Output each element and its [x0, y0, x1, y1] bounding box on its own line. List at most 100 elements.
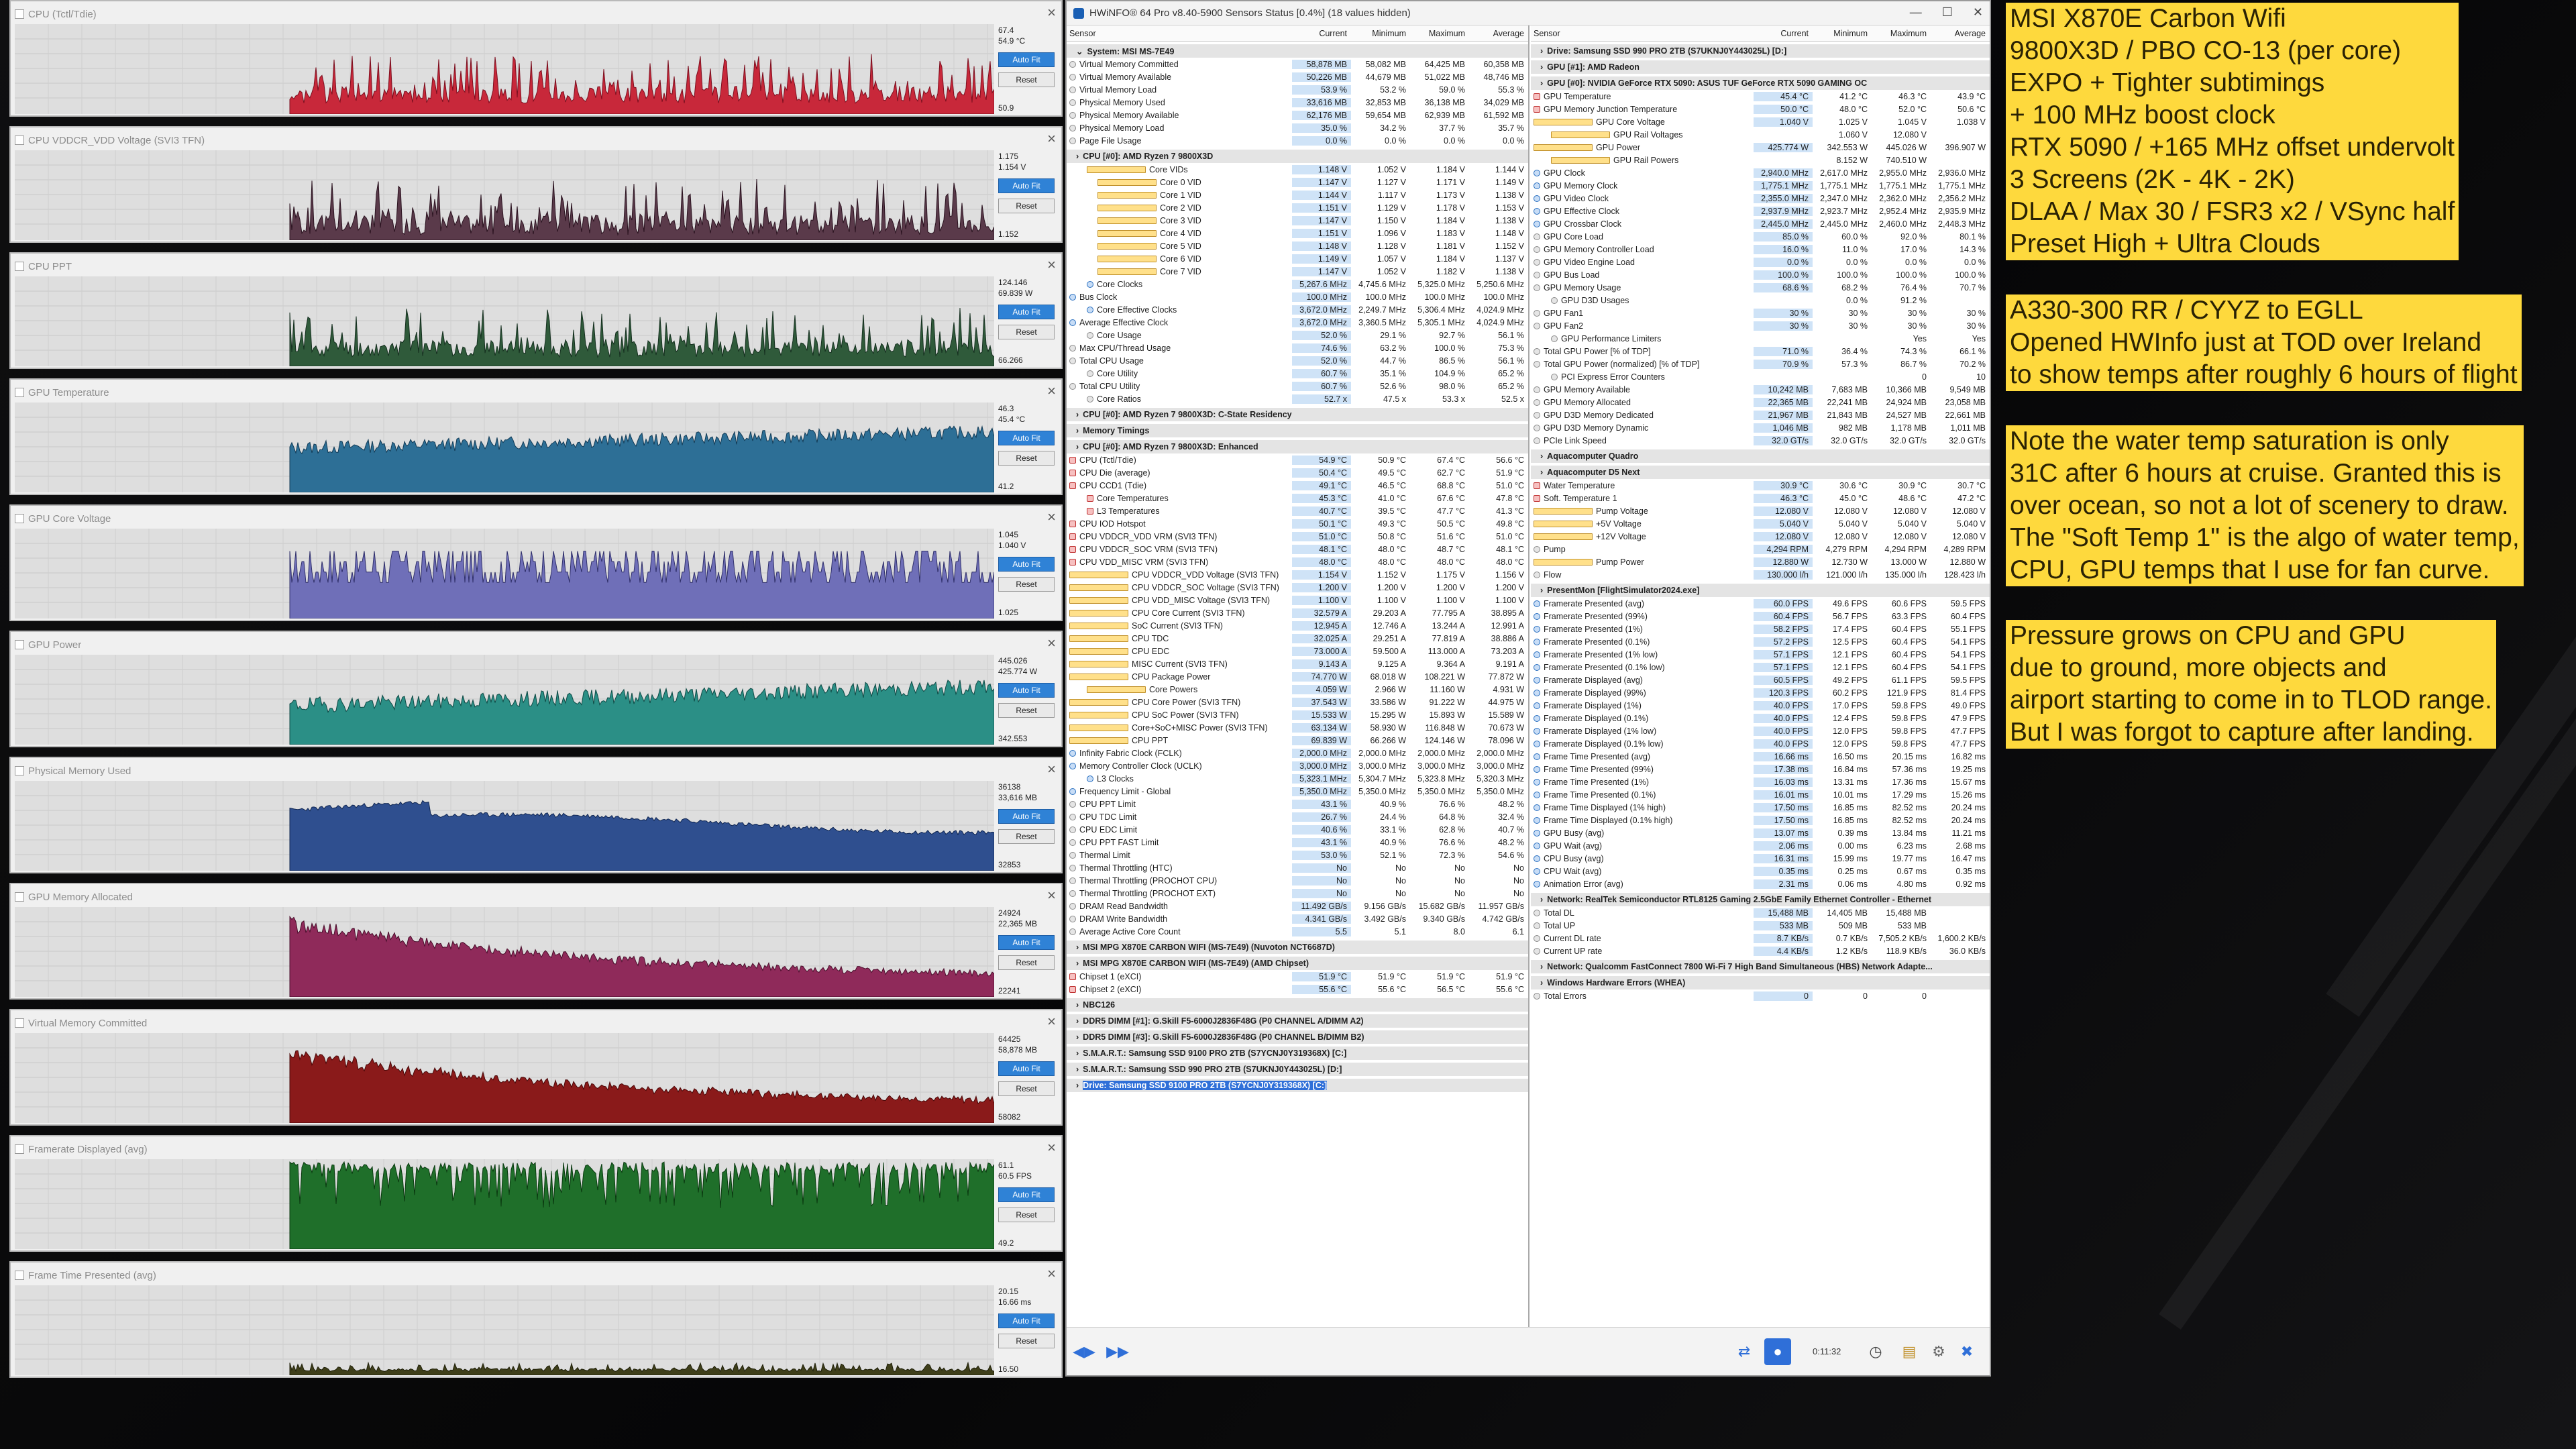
sensor-row[interactable]: Core Utility 60.7 % 35.1 % 104.9 % 65.2 %	[1067, 367, 1528, 380]
sensor-row[interactable]: GPU Fan1 30 % 30 % 30 % 30 %	[1531, 307, 1990, 319]
sensor-group-header[interactable]: › GPU [#0]: NVIDIA GeForce RTX 5090: ASUS…	[1531, 76, 1990, 90]
reset-button[interactable]: Reset	[998, 1334, 1055, 1348]
sensor-row[interactable]: Framerate Presented (avg) 60.0 FPS 49.6 FP…	[1531, 597, 1990, 610]
sensor-group-header[interactable]: › Windows Hardware Errors (WHEA)	[1531, 976, 1990, 989]
sensor-row[interactable]: Core VIDs 1.148 V 1.052 V 1.184 V 1.144 V	[1067, 163, 1528, 176]
sensor-row[interactable]: +12V Voltage 12.080 V 12.080 V 12.080 V 12.0…	[1531, 530, 1990, 543]
sensor-row[interactable]: GPU Memory Usage 68.6 % 68.2 % 76.4 % 70.7 %	[1531, 281, 1990, 294]
sensor-group-header[interactable]: › S.M.A.R.T.: Samsung SSD 9100 PRO 2TB (S…	[1067, 1046, 1528, 1060]
reset-button[interactable]: Reset	[998, 199, 1055, 213]
sensor-row[interactable]: GPU Core Voltage 1.040 V 1.025 V 1.045 V 1.0…	[1531, 115, 1990, 128]
sensor-row[interactable]: GPU Crossbar Clock 2,445.0 MHz 2,445.0 MHz…	[1531, 217, 1990, 230]
sensor-row[interactable]: Core+SoC+MISC Power (SVI3 TFN) 63.134 W 58…	[1067, 721, 1528, 734]
auto-fit-button[interactable]: Auto Fit	[998, 431, 1055, 445]
sensor-row[interactable]: GPU D3D Memory Dynamic 1,046 MB 982 MB 1,17…	[1531, 421, 1990, 434]
sensor-row[interactable]: Core Usage 52.0 % 29.1 % 92.7 % 56.1 %	[1067, 329, 1528, 341]
sensor-row[interactable]: Physical Memory Available 62,176 MB 59,654…	[1067, 109, 1528, 121]
graph-title-bar[interactable]: GPU Memory Allocated	[15, 887, 1048, 907]
graph-title-bar[interactable]: CPU (Tctl/Tdie)	[15, 4, 1048, 24]
sensor-row[interactable]: CPU Core Current (SVI3 TFN) 32.579 A 29.20…	[1067, 606, 1528, 619]
sensor-group-header[interactable]: › CPU [#0]: AMD Ryzen 7 9800X3D: C-State …	[1067, 408, 1528, 421]
sensor-row[interactable]: GPU Memory Allocated 22,365 MB 22,241 MB 24…	[1531, 396, 1990, 409]
close-icon[interactable]: ×	[1047, 4, 1056, 21]
col-average[interactable]: Average	[1954, 28, 1986, 38]
sensor-row[interactable]: GPU Fan2 30 % 30 % 30 % 30 %	[1531, 319, 1990, 332]
auto-fit-button[interactable]: Auto Fit	[998, 1061, 1055, 1076]
column-header[interactable]: Sensor Current Minimum Maximum Average	[1531, 25, 1990, 42]
sensor-row[interactable]: GPU Video Engine Load 0.0 % 0.0 % 0.0 % 0.0 …	[1531, 256, 1990, 268]
sensor-list-right[interactable]: Sensor Current Minimum Maximum Average ›…	[1531, 25, 1990, 1327]
sensor-group-header[interactable]: › DDR5 DIMM [#3]: G.Skill F5-6000J2836F48…	[1067, 1030, 1528, 1044]
sensor-row[interactable]: Core Powers 4.059 W 2.966 W 11.160 W 4.931 W	[1067, 683, 1528, 696]
sensor-group-header[interactable]: › NBC126	[1067, 998, 1528, 1012]
sensor-row[interactable]: PCIe Link Speed 32.0 GT/s 32.0 GT/s 32.0 GT…	[1531, 434, 1990, 447]
sensor-row[interactable]: Virtual Memory Committed 58,878 MB 58,082 …	[1067, 58, 1528, 70]
sensor-row[interactable]: CPU PPT 69.839 W 66.266 W 124.146 W 78.096 W	[1067, 734, 1528, 747]
sensor-row[interactable]: GPU Core Load 85.0 % 60.0 % 92.0 % 80.1 %	[1531, 230, 1990, 243]
sensor-row[interactable]: CPU VDDCR_SOC Voltage (SVI3 TFN) 1.200 V 1…	[1067, 581, 1528, 594]
sensor-row[interactable]: GPU D3D Memory Dedicated 21,967 MB 21,843 …	[1531, 409, 1990, 421]
sensor-row[interactable]: Frame Time Presented (1%) 16.03 ms 13.31 m…	[1531, 775, 1990, 788]
sensor-row[interactable]: CPU EDC 73.000 A 59.500 A 113.000 A 73.203 A	[1067, 645, 1528, 657]
close-icon[interactable]: ×	[1047, 1265, 1056, 1282]
sensor-row[interactable]: Current DL rate 8.7 KB/s 0.7 KB/s 7,505.2 K…	[1531, 932, 1990, 945]
sensor-row[interactable]: GPU Memory Junction Temperature 50.0 °C 48…	[1531, 103, 1990, 115]
sensor-row[interactable]: Current UP rate 4.4 KB/s 1.2 KB/s 118.9 KB/…	[1531, 945, 1990, 957]
sensor-row[interactable]: GPU Temperature 45.4 °C 41.2 °C 46.3 °C 43.9…	[1531, 90, 1990, 103]
sensor-row[interactable]: Total CPU Usage 52.0 % 44.7 % 86.5 % 56.1 %	[1067, 354, 1528, 367]
sensor-row[interactable]: GPU Bus Load 100.0 % 100.0 % 100.0 % 100.0 %	[1531, 268, 1990, 281]
sensor-row[interactable]: CPU VDDCR_VDD VRM (SVI3 TFN) 51.0 °C 50.8 …	[1067, 530, 1528, 543]
sensor-row[interactable]: Thermal Throttling (HTC) No No No No	[1067, 861, 1528, 874]
sensor-row[interactable]: Flow 130.000 l/h 121.000 l/h 135.000 l/h 128…	[1531, 568, 1990, 581]
graph-title-bar[interactable]: CPU PPT	[15, 256, 1048, 276]
sensor-row[interactable]: Animation Error (avg) 2.31 ms 0.06 ms 4.80 …	[1531, 877, 1990, 890]
sensor-row[interactable]: Core Temperatures 45.3 °C 41.0 °C 67.6 °C 47…	[1067, 492, 1528, 504]
col-maximum[interactable]: Maximum	[1428, 28, 1465, 38]
sensor-row[interactable]: Physical Memory Load 35.0 % 34.2 % 37.7 % 35…	[1067, 121, 1528, 134]
auto-fit-button[interactable]: Auto Fit	[998, 683, 1055, 698]
col-current[interactable]: Current	[1780, 28, 1809, 38]
sensor-row[interactable]: Core 0 VID 1.147 V 1.127 V 1.171 V 1.149 V	[1067, 176, 1528, 189]
sensor-group-header[interactable]: › Aquacomputer D5 Next	[1531, 466, 1990, 479]
sensor-row[interactable]: CPU VDDCR_VDD Voltage (SVI3 TFN) 1.154 V 1…	[1067, 568, 1528, 581]
sensor-row[interactable]: Core 3 VID 1.147 V 1.150 V 1.184 V 1.138 V	[1067, 214, 1528, 227]
sensor-row[interactable]: Virtual Memory Load 53.9 % 53.2 % 59.0 % 55.…	[1067, 83, 1528, 96]
sensor-row[interactable]: Core Effective Clocks 3,672.0 MHz 2,249.7 …	[1067, 303, 1528, 316]
sensor-row[interactable]: CPU Core Power (SVI3 TFN) 37.543 W 33.586 …	[1067, 696, 1528, 708]
sensor-row[interactable]: CPU CCD1 (Tdie) 49.1 °C 46.5 °C 68.8 °C 51.0…	[1067, 479, 1528, 492]
sensor-group-header[interactable]: ⌄ System: MSI MS-7E49	[1067, 44, 1528, 58]
sensor-row[interactable]: Total UP 533 MB 509 MB 533 MB	[1531, 919, 1990, 932]
sensor-row[interactable]: Total DL 15,488 MB 14,405 MB 15,488 MB	[1531, 906, 1990, 919]
sensor-row[interactable]: DRAM Read Bandwidth 11.492 GB/s 9.156 GB/s…	[1067, 900, 1528, 912]
sensor-row[interactable]: Chipset 2 (eXCI) 55.6 °C 55.6 °C 56.5 °C 55.…	[1067, 983, 1528, 996]
sensor-row[interactable]: CPU (Tctl/Tdie) 54.9 °C 50.9 °C 67.4 °C 56.6…	[1067, 453, 1528, 466]
clock-icon[interactable]: ◷	[1869, 1343, 1882, 1360]
sensor-group-header[interactable]: › Drive: Samsung SSD 990 PRO 2TB (S7UKNJ0…	[1531, 44, 1990, 58]
sensor-row[interactable]: GPU Effective Clock 2,937.9 MHz 2,923.7 MH…	[1531, 205, 1990, 217]
sensor-group-header[interactable]: › MSI MPG X870E CARBON WIFI (MS-7E49) (Nu…	[1067, 941, 1528, 954]
col-sensor[interactable]: Sensor	[1534, 28, 1560, 38]
auto-fit-button[interactable]: Auto Fit	[998, 557, 1055, 572]
sensor-row[interactable]: GPU Memory Clock 1,775.1 MHz 1,775.1 MHz 1,…	[1531, 179, 1990, 192]
sensor-row[interactable]: Core 2 VID 1.151 V 1.129 V 1.178 V 1.153 V	[1067, 201, 1528, 214]
sensor-row[interactable]: CPU TDC Limit 26.7 % 24.4 % 64.8 % 32.4 %	[1067, 810, 1528, 823]
auto-fit-button[interactable]: Auto Fit	[998, 305, 1055, 319]
sensor-row[interactable]: Water Temperature 30.9 °C 30.6 °C 30.9 °C 30…	[1531, 479, 1990, 492]
sensor-row[interactable]: CPU IOD Hotspot 50.1 °C 49.3 °C 50.5 °C 49.8…	[1067, 517, 1528, 530]
network-icon[interactable]: ⇄	[1737, 1343, 1751, 1360]
sensor-row[interactable]: GPU Memory Controller Load 16.0 % 11.0 % 17…	[1531, 243, 1990, 256]
auto-fit-button[interactable]: Auto Fit	[998, 935, 1055, 950]
sensor-group-header[interactable]: › CPU [#0]: AMD Ryzen 7 9800X3D	[1067, 150, 1528, 163]
graph-title-bar[interactable]: GPU Power	[15, 635, 1048, 655]
reset-button[interactable]: Reset	[998, 577, 1055, 592]
col-current[interactable]: Current	[1319, 28, 1347, 38]
sensor-row[interactable]: Pump Voltage 12.080 V 12.080 V 12.080 V 12.0…	[1531, 504, 1990, 517]
reset-button[interactable]: Reset	[998, 1081, 1055, 1096]
sensor-row[interactable]: Framerate Displayed (1% low) 40.0 FPS 12.0…	[1531, 724, 1990, 737]
sensor-row[interactable]: GPU Performance Limiters Yes Yes	[1531, 332, 1990, 345]
sensor-row[interactable]: Framerate Presented (0.1% low) 57.1 FPS 12…	[1531, 661, 1990, 674]
close-icon[interactable]: ×	[1047, 130, 1056, 147]
sensor-row[interactable]: CPU PPT Limit 43.1 % 40.9 % 76.6 % 48.2 %	[1067, 798, 1528, 810]
arrows-right-icon[interactable]: ▶▶	[1106, 1343, 1129, 1360]
sensor-row[interactable]: +5V Voltage 5.040 V 5.040 V 5.040 V 5.040 V	[1531, 517, 1990, 530]
